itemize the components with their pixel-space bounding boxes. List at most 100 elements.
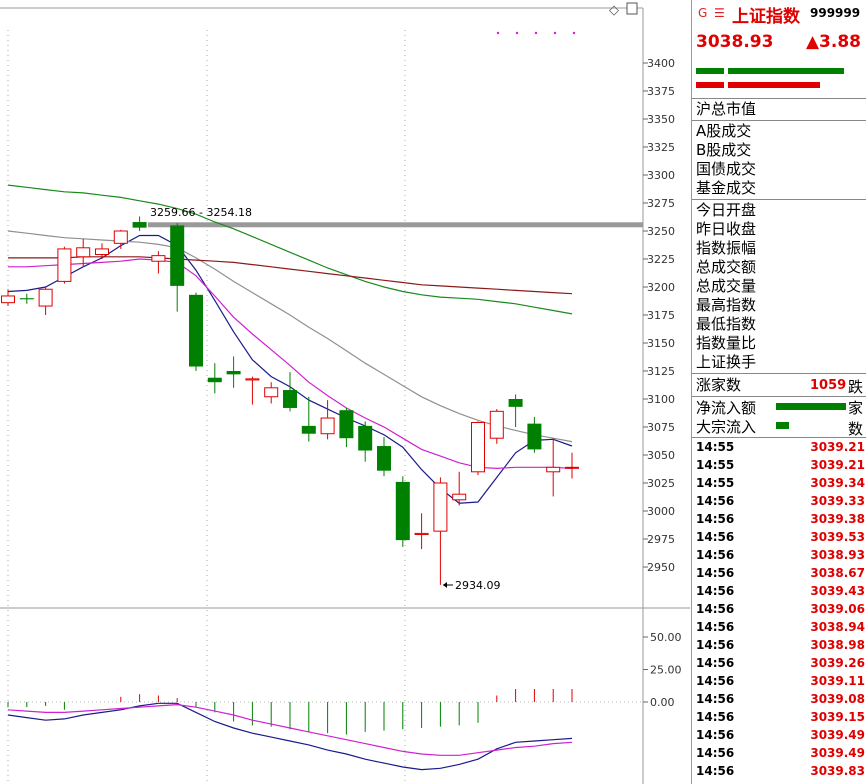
tick-row: 14:56 3039.38 (692, 510, 866, 528)
stat-label: 昨日收盘 (696, 220, 757, 238)
signal-dot (496, 31, 500, 35)
price-tick-label: 3075 (647, 421, 675, 434)
stat-label: B股成交 (696, 141, 752, 159)
market-cap-section: 沪总市值 (692, 99, 866, 121)
tick-price: 3039.21 (810, 458, 865, 472)
tick-row: 14:56 3038.94 (692, 618, 866, 636)
tick-row: 14:56 3039.15 (692, 708, 866, 726)
candle-body (245, 378, 260, 381)
tick-row: 14:55 3039.21 (692, 438, 866, 456)
candle-body (132, 222, 147, 228)
price-tick-label: 3125 (647, 365, 675, 378)
candle-body (377, 446, 391, 471)
last-price: 3038.93 (696, 32, 774, 52)
price-tick-label: 3275 (647, 197, 675, 210)
fund-flow-label: 净流入额 (696, 399, 757, 417)
buy-strength-bar (696, 68, 724, 74)
indicator-tick-label: 0.00 (650, 696, 675, 709)
tick-price: 3039.38 (810, 512, 865, 526)
price-tick-label: 3100 (647, 393, 675, 406)
tick-time: 14:55 (696, 476, 735, 490)
stat-label: 上证换手 (696, 353, 757, 371)
tick-row: 14:56 3038.93 (692, 546, 866, 564)
tick-price: 3039.49 (810, 746, 865, 760)
up-count-value: 1059 (810, 378, 847, 393)
low-arrow-head (443, 582, 447, 588)
candle-body (57, 248, 72, 282)
tick-time: 14:56 (696, 494, 735, 508)
candle-body (170, 225, 185, 286)
kline-chart[interactable]: 3400 3375 3350 3325 3300 3275 3250 3225 3200 3175… (0, 0, 690, 784)
candle-body (433, 482, 448, 532)
tick-time: 14:56 (696, 638, 735, 652)
price-tick-label: 3225 (647, 253, 675, 266)
candle-body (113, 230, 128, 244)
tick-price: 3038.93 (810, 548, 865, 562)
tick-time: 14:56 (696, 530, 735, 544)
candle-body (358, 425, 373, 451)
tick-row: 14:55 3039.34 (692, 474, 866, 492)
candle-body (546, 466, 561, 473)
tick-time: 14:56 (696, 656, 735, 670)
tick-price: 3039.06 (810, 602, 865, 616)
price-tick-label: 2975 (647, 533, 675, 546)
stat-label: 最高指数 (696, 296, 757, 314)
moving-average-line (8, 258, 573, 470)
sell-strength-bar-2 (728, 82, 820, 88)
candle-body (76, 247, 91, 258)
stat-label: 指数振幅 (696, 239, 757, 257)
tick-row: 14:56 3039.33 (692, 492, 866, 510)
signal-dot (553, 31, 557, 35)
tick-price: 3038.98 (810, 638, 865, 652)
strength-bars (692, 58, 866, 99)
candle-body (264, 387, 279, 398)
tick-time: 14:56 (696, 584, 735, 598)
index-stats-section: 今日开盘 昨日收盘 指数振幅 总成交额 总成交量 最高指数 最低指数 指数量比 上证换手 (692, 200, 866, 374)
candle-body (95, 248, 109, 256)
fund-flow-bar (776, 422, 789, 429)
stat-label: 基金成交 (696, 179, 757, 197)
signal-dot (572, 31, 576, 35)
candle-body (207, 377, 222, 383)
price-change: ▲3.88 (805, 32, 861, 52)
tick-time: 14:56 (696, 710, 735, 724)
tick-row: 14:56 3039.11 (692, 672, 866, 690)
resistance-band (148, 222, 643, 228)
moving-average-line (7, 234, 573, 504)
tick-time: 14:56 (696, 674, 735, 688)
tick-row: 14:56 3038.67 (692, 564, 866, 582)
price-tick-label: 3000 (647, 505, 675, 518)
tick-row: 14:56 3039.43 (692, 582, 866, 600)
indicator-line-dif (7, 702, 573, 771)
tick-price: 3039.83 (810, 764, 865, 778)
tick-row: 14:55 3039.21 (692, 456, 866, 474)
tick-row: 14:56 3039.49 (692, 726, 866, 744)
stat-label: A股成交 (696, 122, 752, 140)
list-icon[interactable]: ☰ (714, 6, 725, 20)
tick-row: 14:56 3039.26 (692, 654, 866, 672)
candle-body (527, 423, 542, 450)
scroll-icon[interactable] (626, 2, 638, 15)
candle-body (320, 417, 335, 435)
tick-time: 14:55 (696, 458, 735, 472)
candle-body (339, 410, 354, 439)
tick-price: 3039.21 (810, 440, 865, 454)
diamond-icon[interactable]: ◇ (609, 3, 619, 18)
tick-price: 3039.43 (810, 584, 865, 598)
kline-chart-svg[interactable]: 3400 3375 3350 3325 3300 3275 3250 3225 3200 3175… (0, 0, 690, 784)
price-tick-label: 3400 (647, 57, 675, 70)
tick-time: 14:56 (696, 566, 735, 580)
stat-label: 国债成交 (696, 160, 757, 178)
price-tick-label: 3050 (647, 449, 675, 462)
price-tick-label: 3200 (647, 281, 675, 294)
stat-label: 最低指数 (696, 315, 757, 333)
up-count-label: 涨家数 (696, 376, 742, 394)
tick-list[interactable]: 14:55 3039.21 14:55 3039.21 14:55 3039.34 14:5… (692, 438, 866, 780)
candle-body (489, 410, 504, 439)
price-tick-label: 3250 (647, 225, 675, 238)
high-price-annotation: 3259.66 - 3254.18 (150, 206, 252, 219)
g-icon[interactable]: G (698, 6, 708, 20)
stat-label: 总成交量 (696, 277, 757, 295)
candle-body (226, 371, 241, 375)
tick-time: 14:56 (696, 620, 735, 634)
